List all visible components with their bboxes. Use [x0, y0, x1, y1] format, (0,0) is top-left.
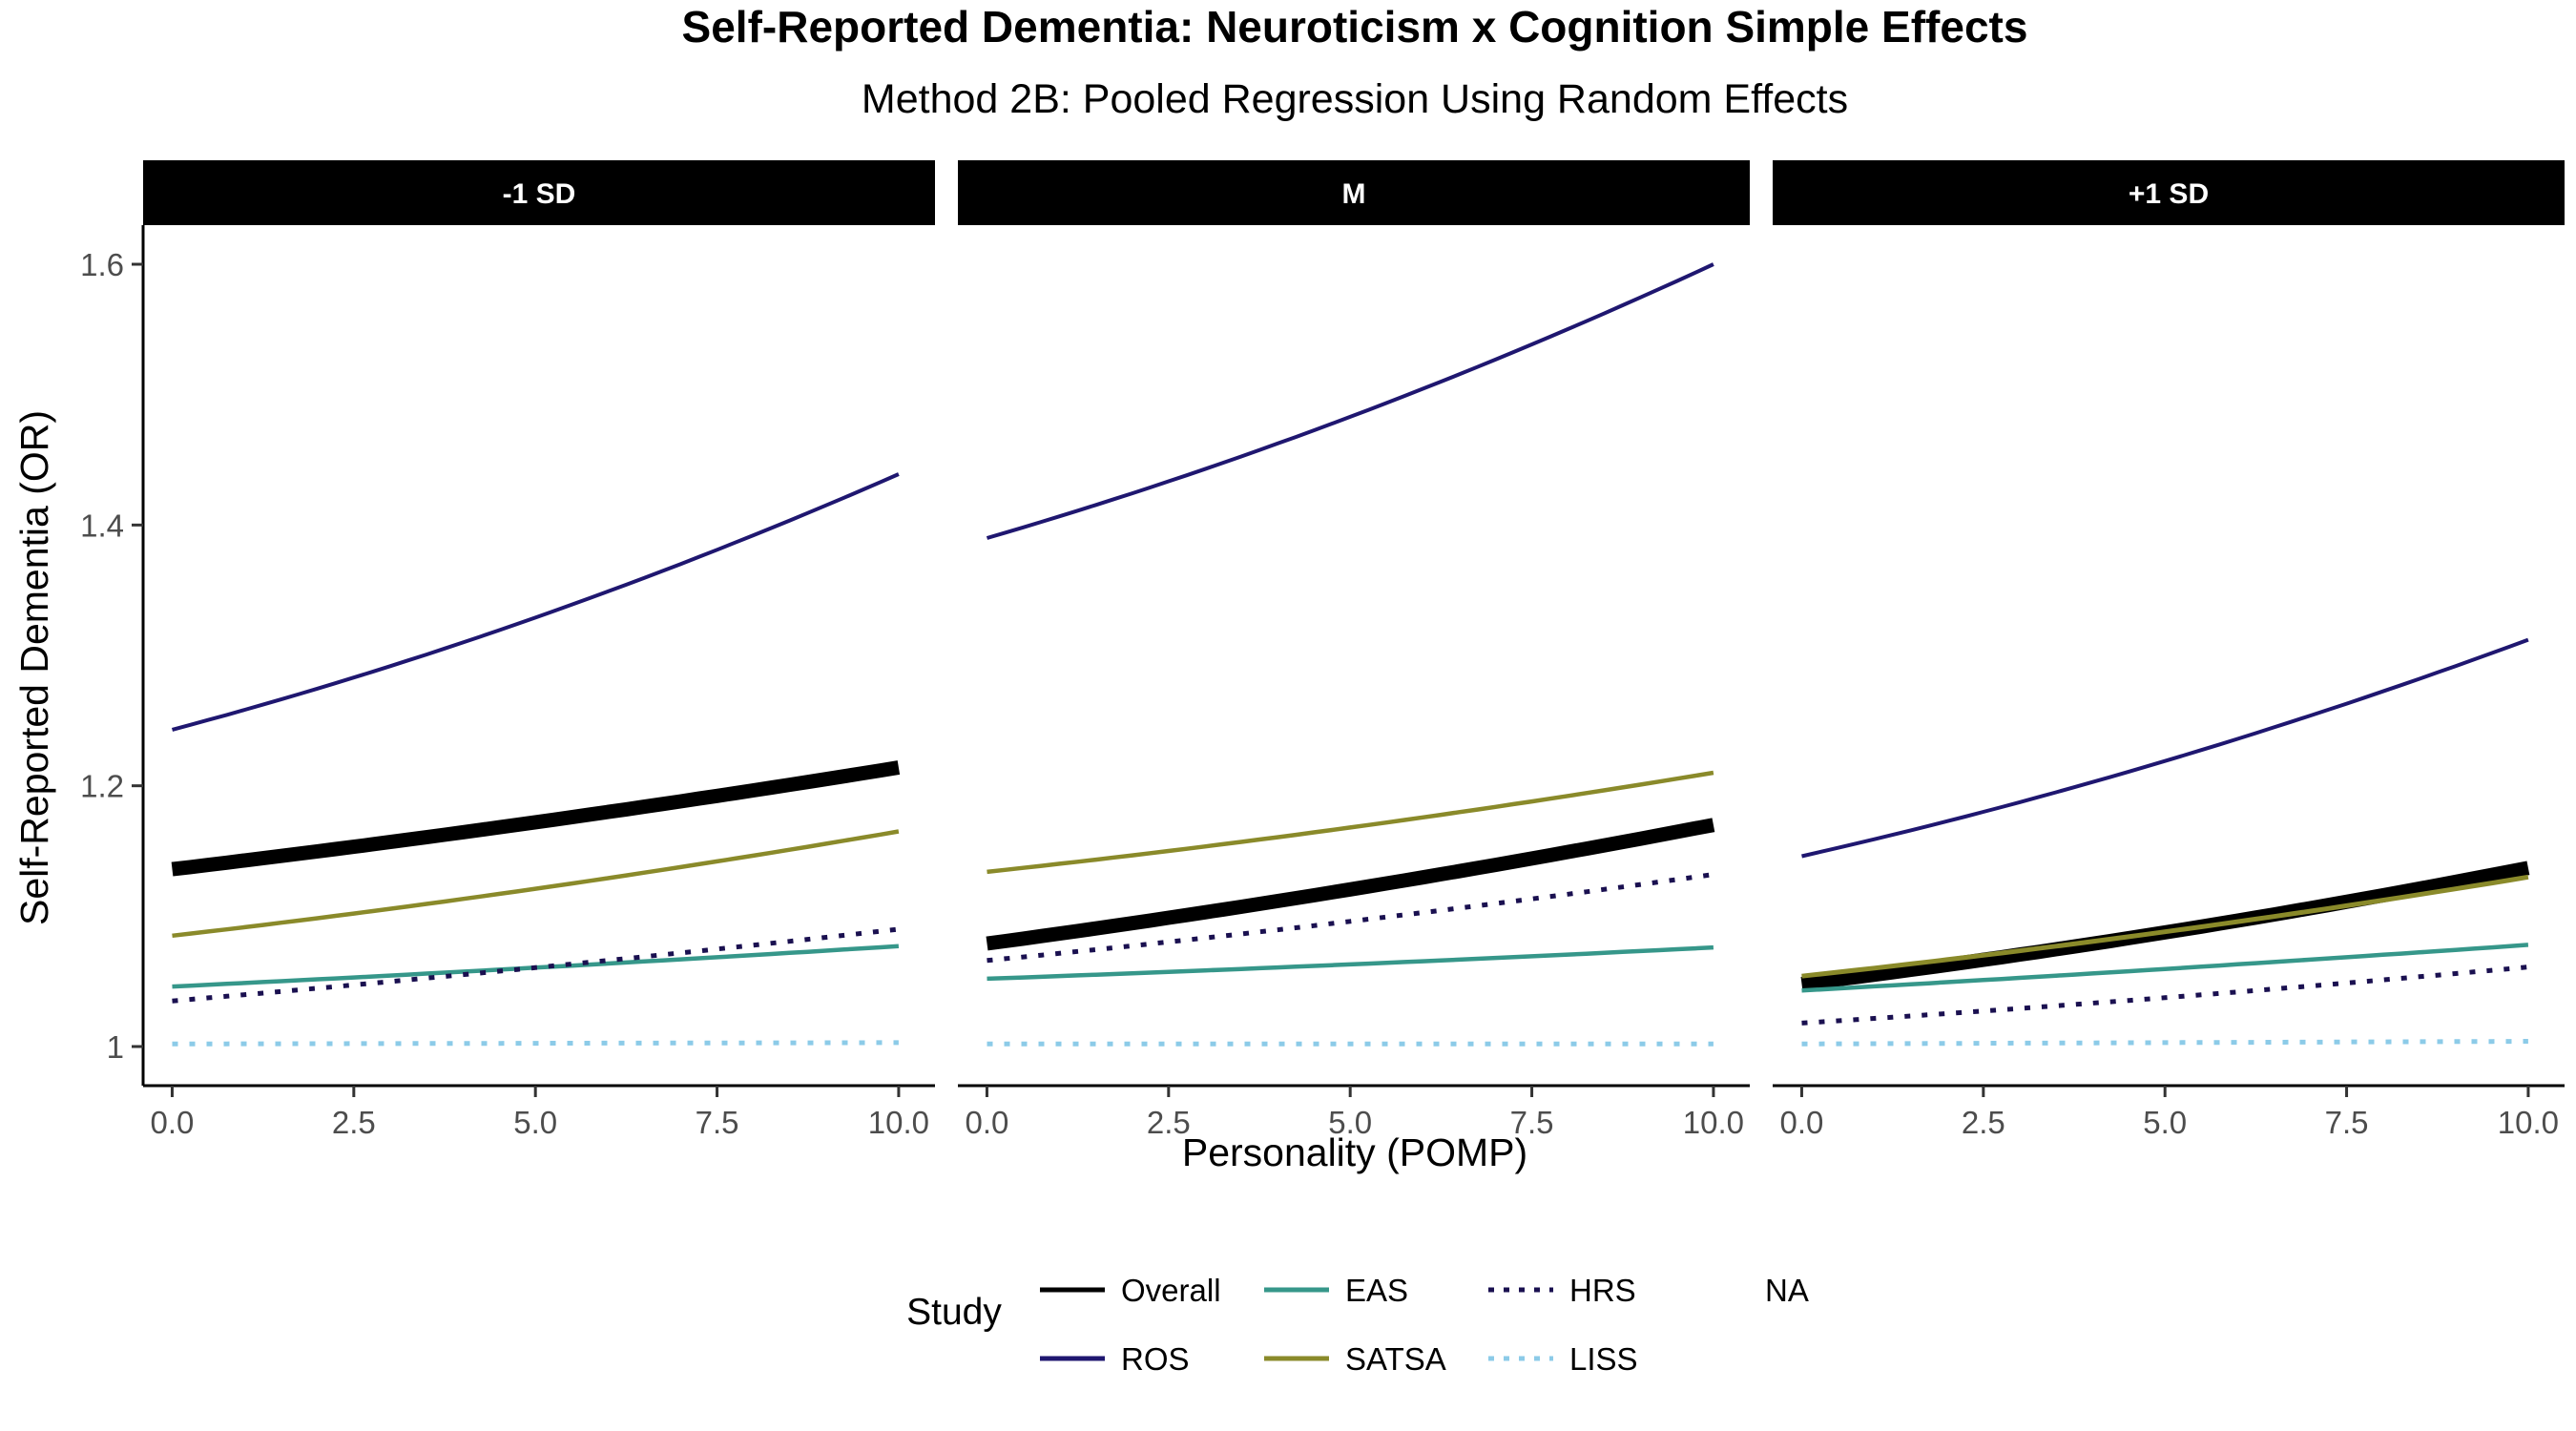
x-tick-label: 7.5: [696, 1105, 739, 1140]
legend-label: HRS: [1569, 1273, 1636, 1308]
legend-item-ros: ROS: [1040, 1341, 1190, 1377]
series-line-hrs: [987, 872, 1714, 964]
series-line-ros: [986, 262, 1714, 540]
facet-strip: [1773, 160, 2565, 225]
x-tick-label: 0.0: [966, 1105, 1009, 1140]
facet-panel-1: -1 SD 1 1.2 1.4 1.6 0.0 2.5 5.0 7.5 10.0: [80, 160, 935, 1140]
series-line-satsa: [172, 829, 900, 939]
legend-item-liss: LISS: [1488, 1341, 1638, 1377]
x-tick-label: 2.5: [1962, 1105, 2005, 1140]
legend-label: NA: [1765, 1273, 1809, 1308]
x-tick-label: 5.0: [2143, 1105, 2187, 1140]
facet-strip-label: M: [1342, 178, 1366, 210]
facet-strip-label: -1 SD: [503, 178, 576, 210]
legend-item-eas: EAS: [1264, 1273, 1408, 1308]
legend-label: ROS: [1121, 1341, 1190, 1377]
facet-strip-label: +1 SD: [2129, 178, 2209, 210]
series-line-satsa: [1801, 874, 2529, 979]
chart-title: Self-Reported Dementia: Neuroticism x Co…: [682, 2, 2028, 52]
legend-label: EAS: [1345, 1273, 1408, 1308]
chart-subtitle: Method 2B: Pooled Regression Using Rando…: [862, 76, 1848, 122]
series-line-liss: [172, 1040, 899, 1047]
x-tick-label: 7.5: [2325, 1105, 2369, 1140]
y-tick-label: 1.6: [80, 247, 124, 282]
facet-panel-2: M 0.0 2.5 5.0 7.5 10.0: [958, 160, 1750, 1140]
legend-label: Overall: [1121, 1273, 1221, 1308]
y-tick-label: 1.2: [80, 769, 124, 804]
legend-label: LISS: [1569, 1341, 1638, 1377]
series-line-ros: [1801, 637, 2529, 859]
x-tick-label: 0.0: [1780, 1105, 1824, 1140]
x-tick-label: 2.5: [332, 1105, 376, 1140]
series-line-overall: [1800, 861, 2530, 991]
x-tick-label: 0.0: [151, 1105, 195, 1140]
series-line-liss: [1801, 1039, 2528, 1047]
legend-item-satsa: SATSA: [1264, 1341, 1446, 1377]
legend-item-overall: Overall: [1040, 1273, 1221, 1308]
facet-panels: -1 SD 1 1.2 1.4 1.6 0.0 2.5 5.0 7.5 10.0 M 0.0 2.5 5.…: [80, 160, 2565, 1140]
facet-panel-3: +1 SD 0.0 2.5 5.0 7.5 10.0: [1773, 160, 2565, 1140]
x-tick-label: 2.5: [1147, 1105, 1191, 1140]
facet-strip: [143, 160, 935, 225]
series-line-hrs: [172, 926, 900, 1004]
series-line-hrs: [1801, 964, 2529, 1026]
x-tick-label: 7.5: [1510, 1105, 1554, 1140]
x-tick-label: 10.0: [868, 1105, 929, 1140]
legend-item-hrs: HRS: [1488, 1273, 1636, 1308]
legend-label: SATSA: [1345, 1341, 1446, 1377]
y-tick-label: 1.4: [80, 508, 124, 543]
legend: Study Overall ROS EAS SATSA HRS LISS NA: [906, 1273, 1809, 1377]
legend-title: Study: [906, 1292, 1002, 1333]
legend-item-na: NA: [1765, 1273, 1809, 1308]
x-tick-label: 10.0: [2498, 1105, 2559, 1140]
x-tick-label: 5.0: [513, 1105, 557, 1140]
series-line-eas: [1801, 943, 2529, 993]
y-tick-label: 1: [107, 1029, 124, 1065]
y-axis-label: Self-Reported Dementia (OR): [12, 410, 56, 925]
series-line-eas: [987, 944, 1714, 982]
x-axis-label: Personality (POMP): [1182, 1130, 1527, 1174]
facet-strip: [958, 160, 1750, 225]
series-line-overall: [171, 760, 901, 877]
x-tick-label: 10.0: [1683, 1105, 1744, 1140]
series-line-ros: [171, 472, 900, 732]
series-line-satsa: [987, 770, 1714, 875]
x-tick-label: 5.0: [1328, 1105, 1372, 1140]
series-line-overall: [986, 818, 1715, 951]
